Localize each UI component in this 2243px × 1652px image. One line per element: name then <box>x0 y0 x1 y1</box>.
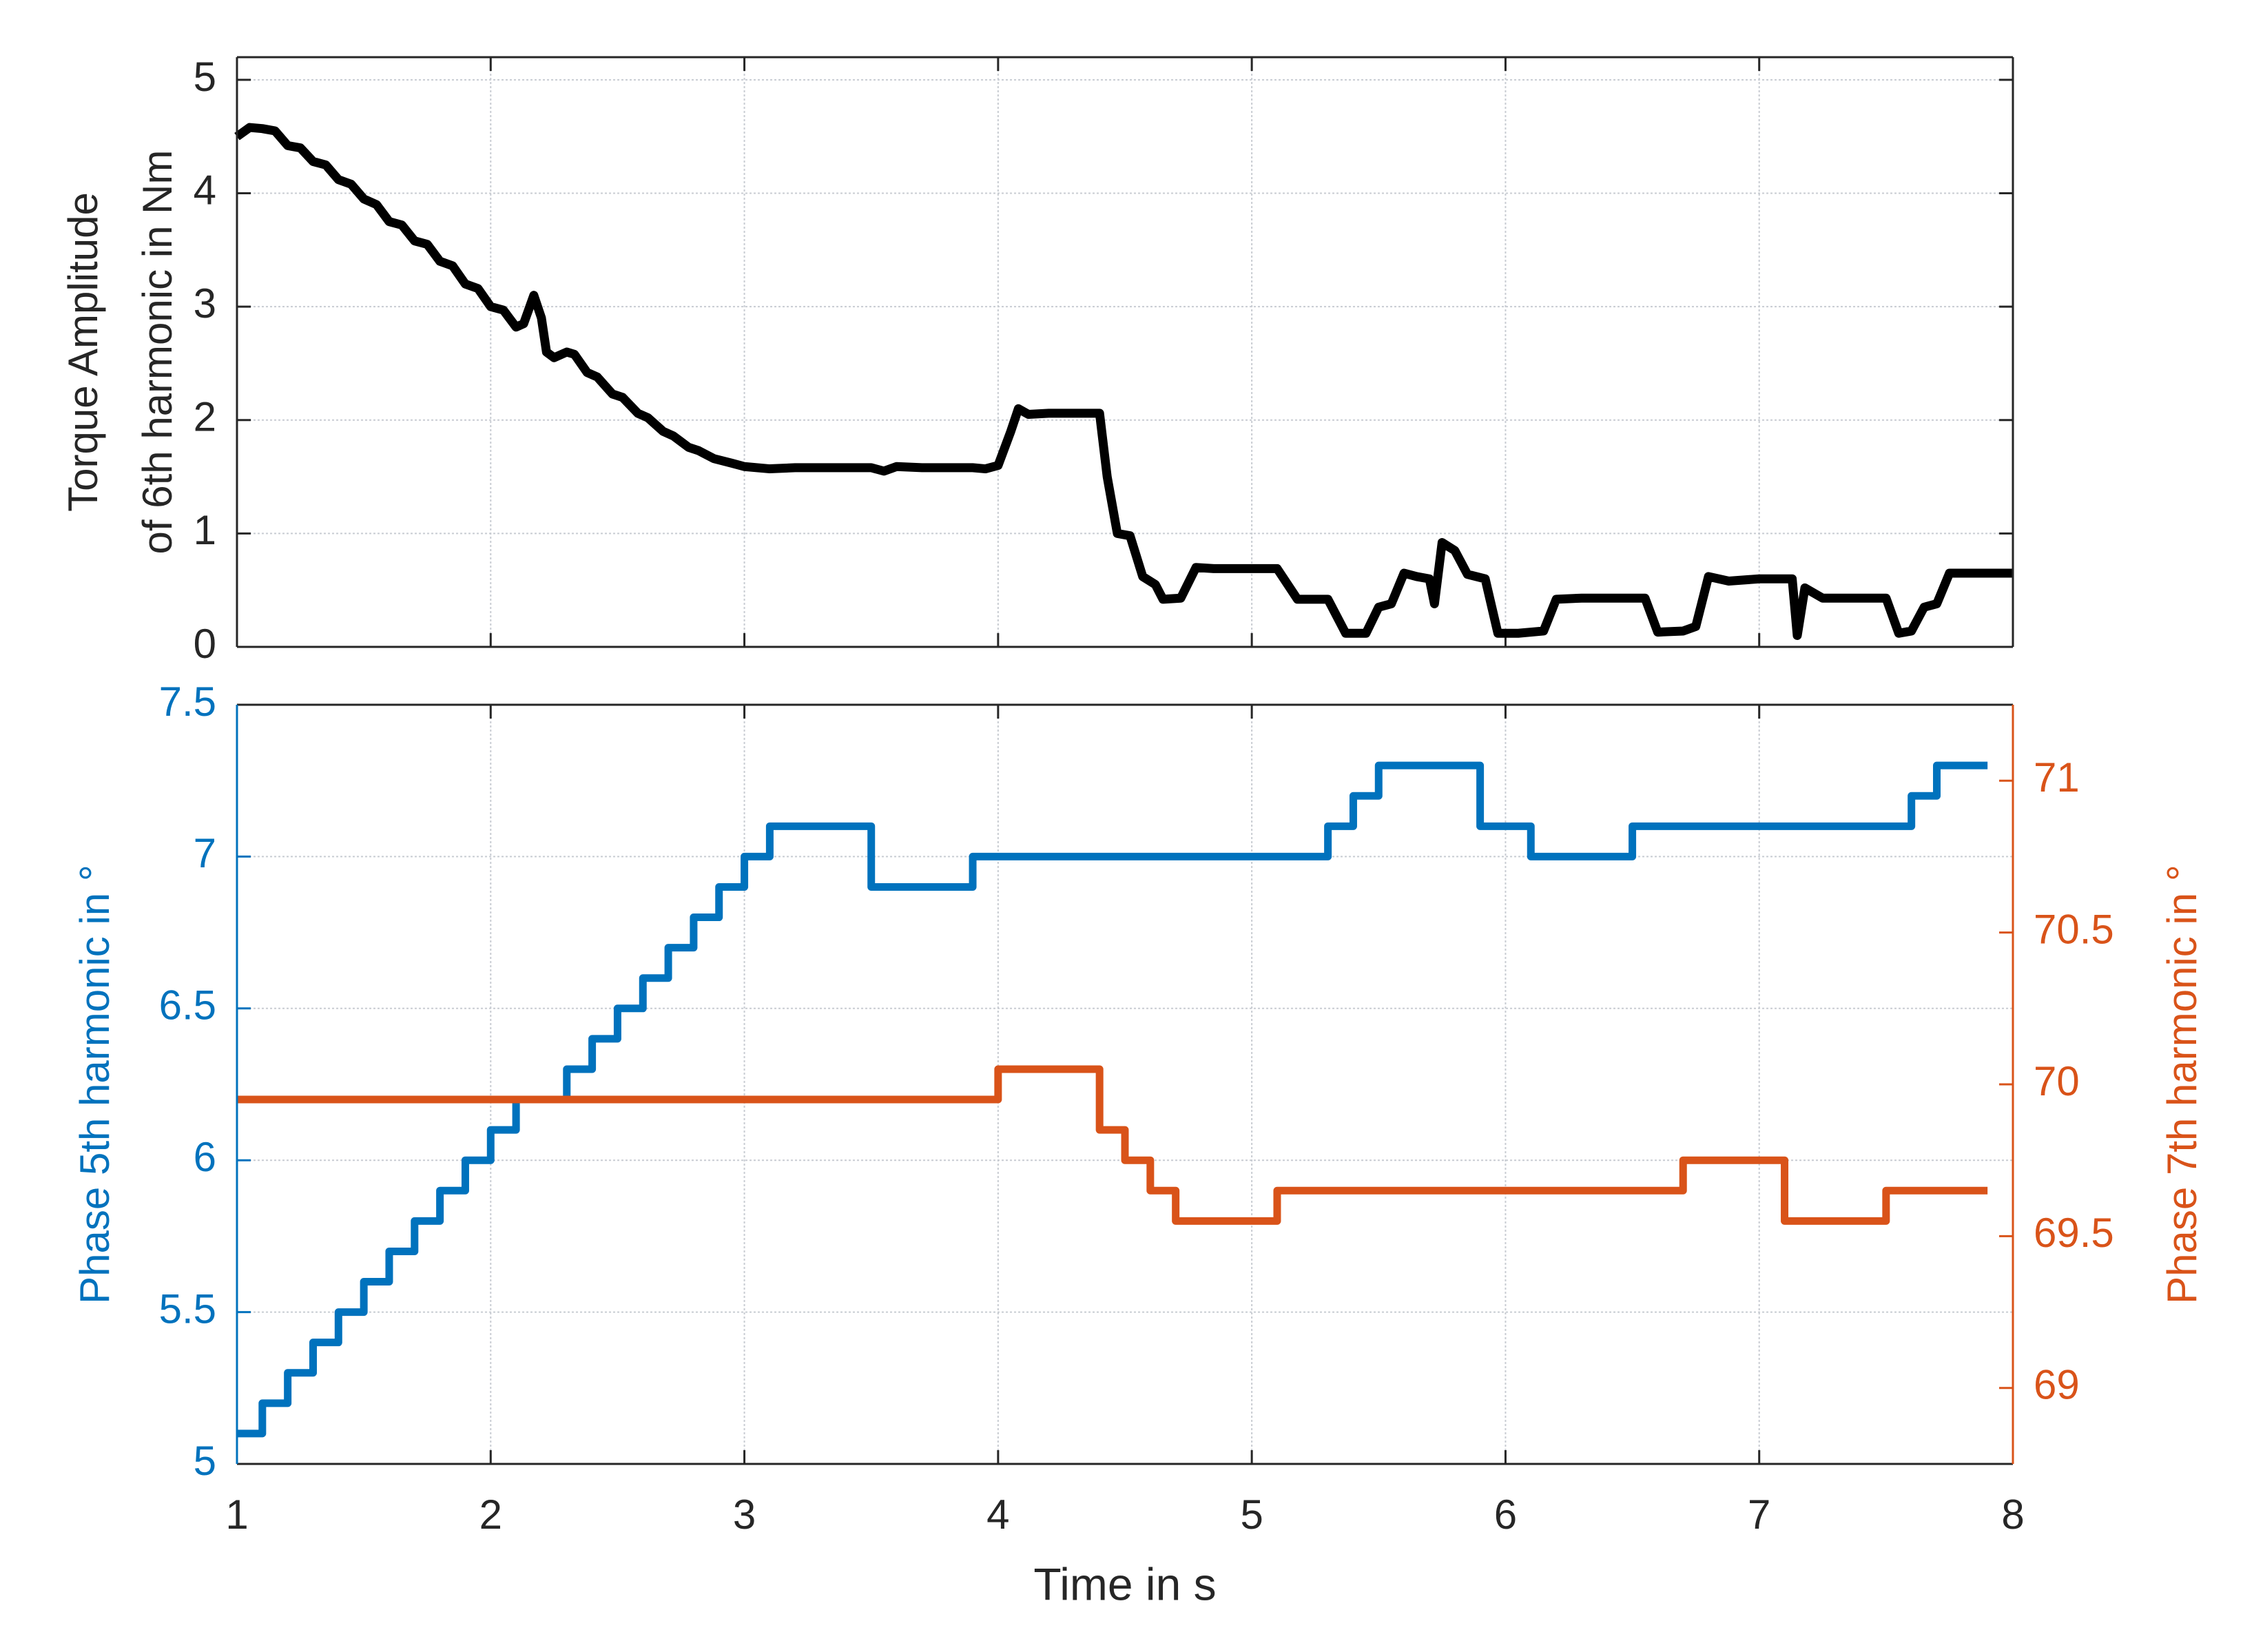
x-tick-label: 4 <box>986 1491 1009 1538</box>
x-tick-label: 8 <box>2001 1491 2024 1538</box>
x-axis-label: Time in s <box>1033 1558 1216 1609</box>
y-axis-label: Torque Amplitude <box>60 192 106 512</box>
y-tick-label: 0 <box>194 621 216 667</box>
y-tick-label: 3 <box>194 280 216 327</box>
y2-tick-label: 69 <box>2034 1362 2080 1408</box>
y2-tick-label: 70 <box>2034 1058 2080 1104</box>
data-line <box>234 123 2013 641</box>
y-tick-label: 6 <box>194 1134 216 1180</box>
x-tick-label: 5 <box>1240 1491 1263 1538</box>
data-line <box>237 1065 1988 1225</box>
data-line <box>237 761 1988 1438</box>
y-tick-label: 7 <box>194 830 216 876</box>
y2-tick-label: 70.5 <box>2034 906 2114 952</box>
y2-tick-label: 69.5 <box>2034 1210 2114 1256</box>
y2-tick-label: 71 <box>2034 754 2080 801</box>
x-tick-label: 3 <box>733 1491 756 1538</box>
y-axis-label: of 6th harmonic in Nm <box>134 150 180 555</box>
y-tick-label: 5 <box>194 54 216 100</box>
x-tick-label: 1 <box>225 1491 248 1538</box>
x-tick-label: 2 <box>479 1491 502 1538</box>
y-tick-label: 2 <box>194 394 216 440</box>
y-tick-label: 6.5 <box>159 982 216 1029</box>
x-tick-label: 6 <box>1494 1491 1517 1538</box>
y-tick-label: 7.5 <box>159 679 216 725</box>
y-tick-label: 4 <box>194 167 216 213</box>
y2-axis-label: Phase 7th harmonic in ° <box>2159 865 2205 1304</box>
x-tick-label: 7 <box>1748 1491 1770 1538</box>
y-tick-label: 5.5 <box>159 1286 216 1332</box>
y-tick-label: 5 <box>194 1438 216 1484</box>
y-tick-label: 1 <box>194 507 216 553</box>
y-axis-label: Phase 5th harmonic in ° <box>72 865 118 1304</box>
